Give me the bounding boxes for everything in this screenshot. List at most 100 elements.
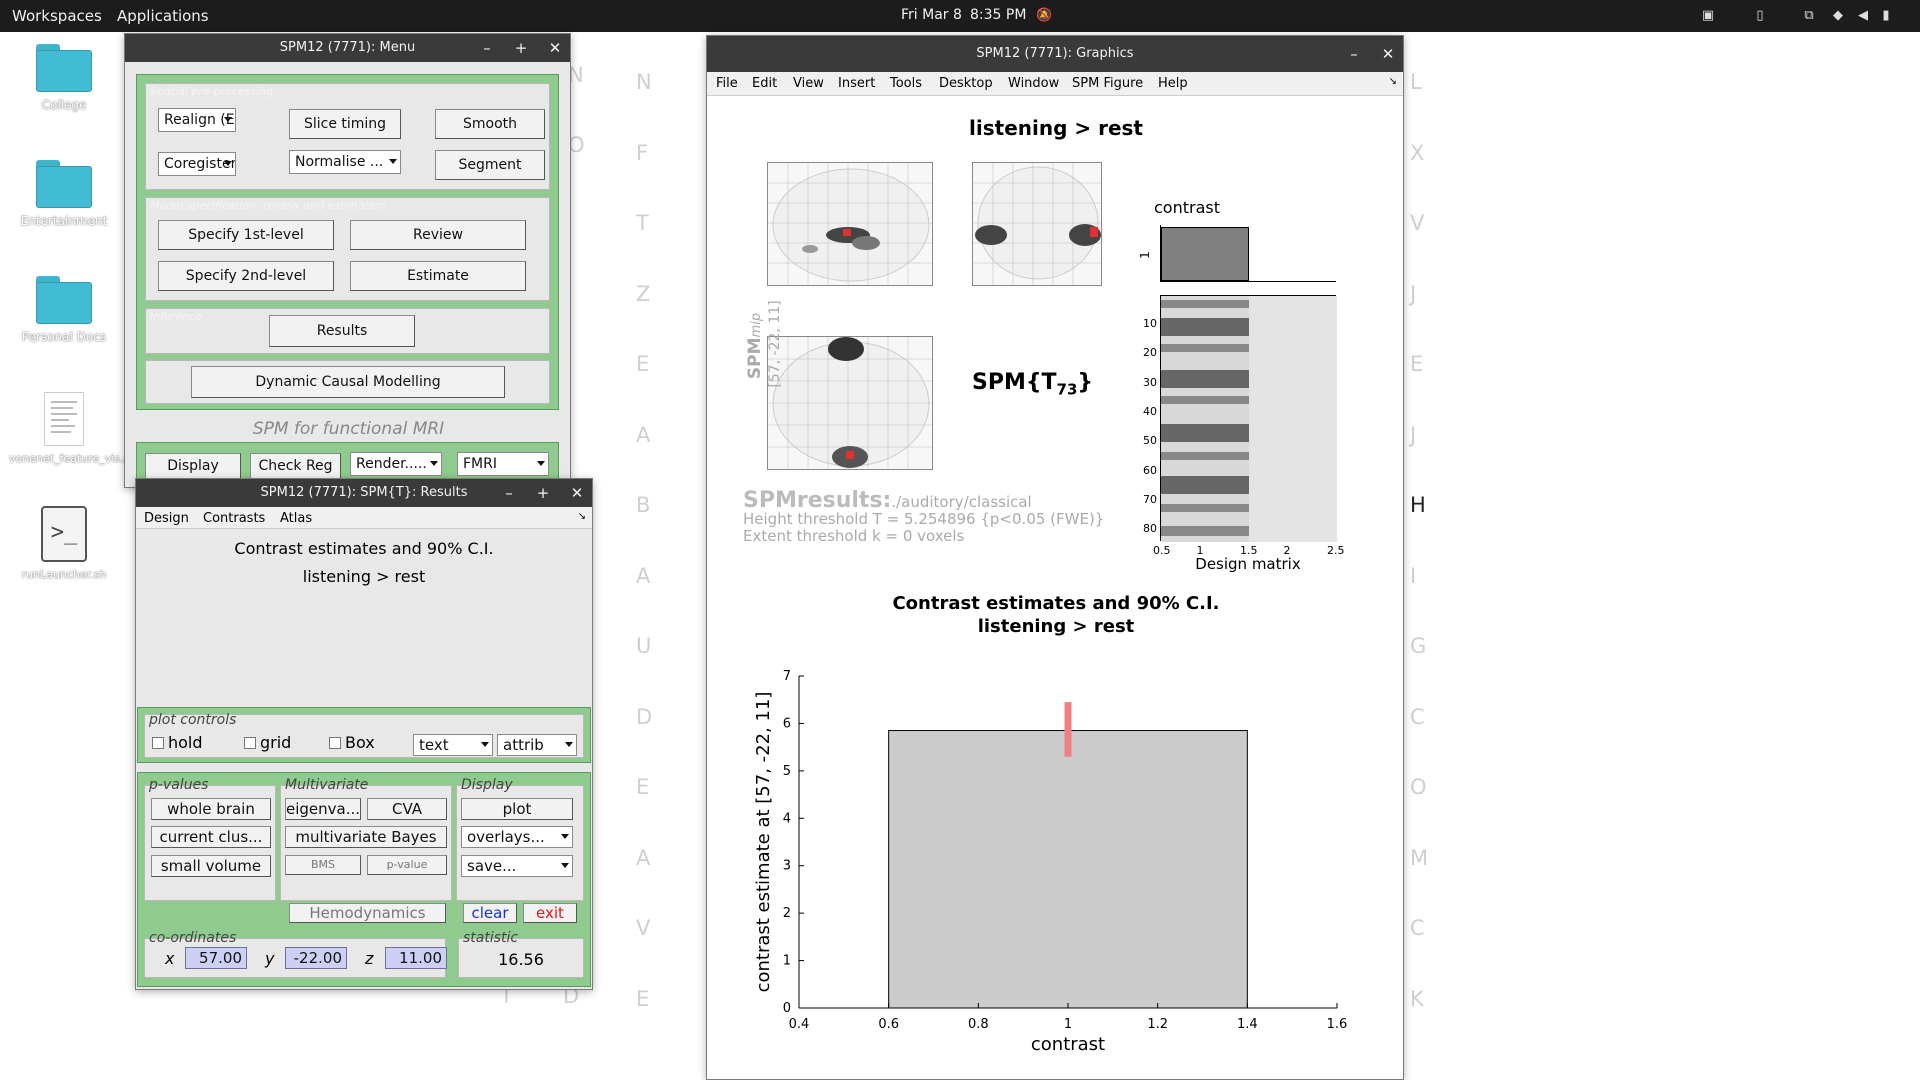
x-coordinate-input[interactable]: 57.00 xyxy=(185,947,247,969)
multivariate-bayes-button[interactable]: multivariate Bayes xyxy=(285,826,447,848)
clock-date[interactable]: Fri Mar 8 xyxy=(901,7,962,23)
display-icon[interactable]: ⧉ xyxy=(1804,8,1814,23)
minimize-icon[interactable]: – xyxy=(1350,45,1358,63)
contrast-title: listening > rest xyxy=(969,116,1143,140)
menu-desktop[interactable]: Desktop xyxy=(939,76,993,91)
box-checkbox[interactable] xyxy=(329,737,341,749)
menu-tools[interactable]: Tools xyxy=(890,76,923,91)
render-popup[interactable]: Render..... xyxy=(350,452,442,476)
specify-2nd-level-button[interactable]: Specify 2nd-level xyxy=(158,261,334,291)
window-titlebar[interactable]: SPM12 (7771): SPM{T}: Results – + ✕ xyxy=(136,479,592,507)
clear-button[interactable]: clear xyxy=(463,903,517,923)
battery-icon[interactable]: ▮ xyxy=(1882,8,1890,23)
menu-contrasts[interactable]: Contrasts xyxy=(203,511,266,526)
wifi-icon[interactable]: ◆ xyxy=(1833,8,1843,23)
mip-sagittal-view[interactable] xyxy=(767,162,933,286)
desktop-folder-entertainment[interactable]: Entertainment xyxy=(9,160,119,228)
design-matrix-plot[interactable] xyxy=(1160,295,1337,542)
menu-window[interactable]: Window xyxy=(1008,76,1060,91)
menu-design[interactable]: Design xyxy=(144,511,189,526)
clock-time[interactable]: 8:35 PM xyxy=(970,7,1027,23)
background-letter: O xyxy=(568,133,585,157)
save-popup[interactable]: save... xyxy=(461,855,573,877)
p-value-button[interactable]: p-value xyxy=(367,855,447,875)
coregister-popup[interactable]: Coregister ... xyxy=(158,152,236,176)
window-titlebar[interactable]: SPM12 (7771): Graphics – ✕ xyxy=(707,36,1403,72)
x-tick-label: 0.8 xyxy=(968,1017,989,1032)
background-letter: N xyxy=(636,70,652,94)
maximize-icon[interactable]: + xyxy=(514,39,528,57)
desktop-file-pdf[interactable]: vonenet_feature_vis.pdf xyxy=(9,392,141,466)
overlays-popup[interactable]: overlays... xyxy=(461,826,573,848)
contrast-estimate-chart[interactable]: 0 1 2 3 4 5 6 7 0.4 0.6 0.8 1 1.2 1.4 1.6 contrast contr… xyxy=(707,636,1405,1056)
mip-axial-view[interactable] xyxy=(767,336,933,470)
dcm-group: Dynamic Causal Modelling xyxy=(145,360,550,404)
attrib-popup[interactable]: attrib xyxy=(497,734,577,756)
close-icon[interactable]: ✕ xyxy=(548,39,562,57)
close-icon[interactable]: ✕ xyxy=(1381,45,1395,63)
desktop-folder-personal-docs[interactable]: Personal Docs xyxy=(9,276,119,344)
desktop-icon-label: Personal Docs xyxy=(21,330,107,344)
dock-arrow-icon[interactable]: ↘ xyxy=(1388,76,1397,87)
group-label: Spatial pre-processing xyxy=(150,85,274,98)
background-letter: I xyxy=(1410,563,1417,588)
display-button[interactable]: Display xyxy=(145,453,241,479)
mip-coronal-view[interactable] xyxy=(972,162,1102,286)
y-tick-label: 6 xyxy=(783,716,791,731)
menu-atlas[interactable]: Atlas xyxy=(280,511,313,526)
y-tick-label: 3 xyxy=(783,859,791,874)
clipboard-icon[interactable]: ▯ xyxy=(1756,8,1764,23)
specify-1st-level-button[interactable]: Specify 1st-level xyxy=(158,220,334,250)
folder-icon xyxy=(36,44,92,92)
current-cluster-button[interactable]: current clus... xyxy=(151,826,271,848)
check-reg-button[interactable]: Check Reg xyxy=(250,453,341,479)
menu-spm-figure[interactable]: SPM Figure xyxy=(1072,76,1144,91)
modality-popup[interactable]: FMRI xyxy=(457,452,549,476)
background-letter: X xyxy=(1410,140,1425,165)
close-icon[interactable]: ✕ xyxy=(570,484,584,502)
y-coordinate-input[interactable]: -22.00 xyxy=(285,947,347,969)
cva-button[interactable]: CVA xyxy=(367,798,447,820)
text-popup[interactable]: text xyxy=(413,734,493,756)
plot-button[interactable]: plot xyxy=(461,798,573,820)
desktop-folder-college[interactable]: College xyxy=(9,44,119,112)
menu-file[interactable]: File xyxy=(716,76,738,91)
maximize-icon[interactable]: + xyxy=(536,484,550,502)
workspaces-menu[interactable]: Workspaces xyxy=(12,7,102,25)
smooth-button[interactable]: Smooth xyxy=(435,109,545,139)
background-letter: E xyxy=(1410,352,1424,376)
window-titlebar[interactable]: SPM12 (7771): Menu – + ✕ xyxy=(125,34,570,62)
normalise-popup[interactable]: Normalise ... xyxy=(289,150,401,174)
model-specification-group: Model specification, review and estimati… xyxy=(145,197,550,301)
realign-popup[interactable]: Realign (Es... xyxy=(158,108,236,132)
contrast-vector-plot xyxy=(1160,225,1249,282)
menu-view[interactable]: View xyxy=(793,76,824,91)
desktop-file-script[interactable]: >_ runLauncher.sh xyxy=(9,506,119,582)
menu-help[interactable]: Help xyxy=(1158,76,1188,91)
applications-menu[interactable]: Applications xyxy=(117,7,209,25)
screen-icon[interactable]: ▣ xyxy=(1701,8,1715,23)
group-label: Model specification, review and estimati… xyxy=(150,199,386,212)
hemodynamics-button[interactable]: Hemodynamics xyxy=(289,903,446,923)
whole-brain-button[interactable]: whole brain xyxy=(151,798,271,820)
exit-button[interactable]: exit xyxy=(523,903,577,923)
z-coordinate-input[interactable]: 11.00 xyxy=(385,947,447,969)
results-button[interactable]: Results xyxy=(269,315,415,347)
notifications-muted-icon[interactable]: 🔕 xyxy=(1036,8,1053,23)
eigenvariate-button[interactable]: eigenva... xyxy=(285,798,361,820)
estimate-button[interactable]: Estimate xyxy=(350,261,526,291)
menu-insert[interactable]: Insert xyxy=(838,76,876,91)
menu-edit[interactable]: Edit xyxy=(752,76,778,91)
bms-button[interactable]: BMS xyxy=(285,855,361,875)
minimize-icon[interactable]: – xyxy=(505,484,513,502)
grid-checkbox[interactable] xyxy=(244,737,256,749)
hold-checkbox[interactable] xyxy=(152,737,164,749)
dock-arrow-icon[interactable]: ↘ xyxy=(577,511,586,522)
dynamic-causal-modelling-button[interactable]: Dynamic Causal Modelling xyxy=(191,366,505,398)
review-button[interactable]: Review xyxy=(350,220,526,250)
small-volume-button[interactable]: small volume xyxy=(151,855,271,877)
segment-button[interactable]: Segment xyxy=(435,150,545,180)
volume-icon[interactable]: ◀ xyxy=(1858,8,1868,23)
minimize-icon[interactable]: – xyxy=(483,39,491,57)
slice-timing-button[interactable]: Slice timing xyxy=(289,109,401,139)
